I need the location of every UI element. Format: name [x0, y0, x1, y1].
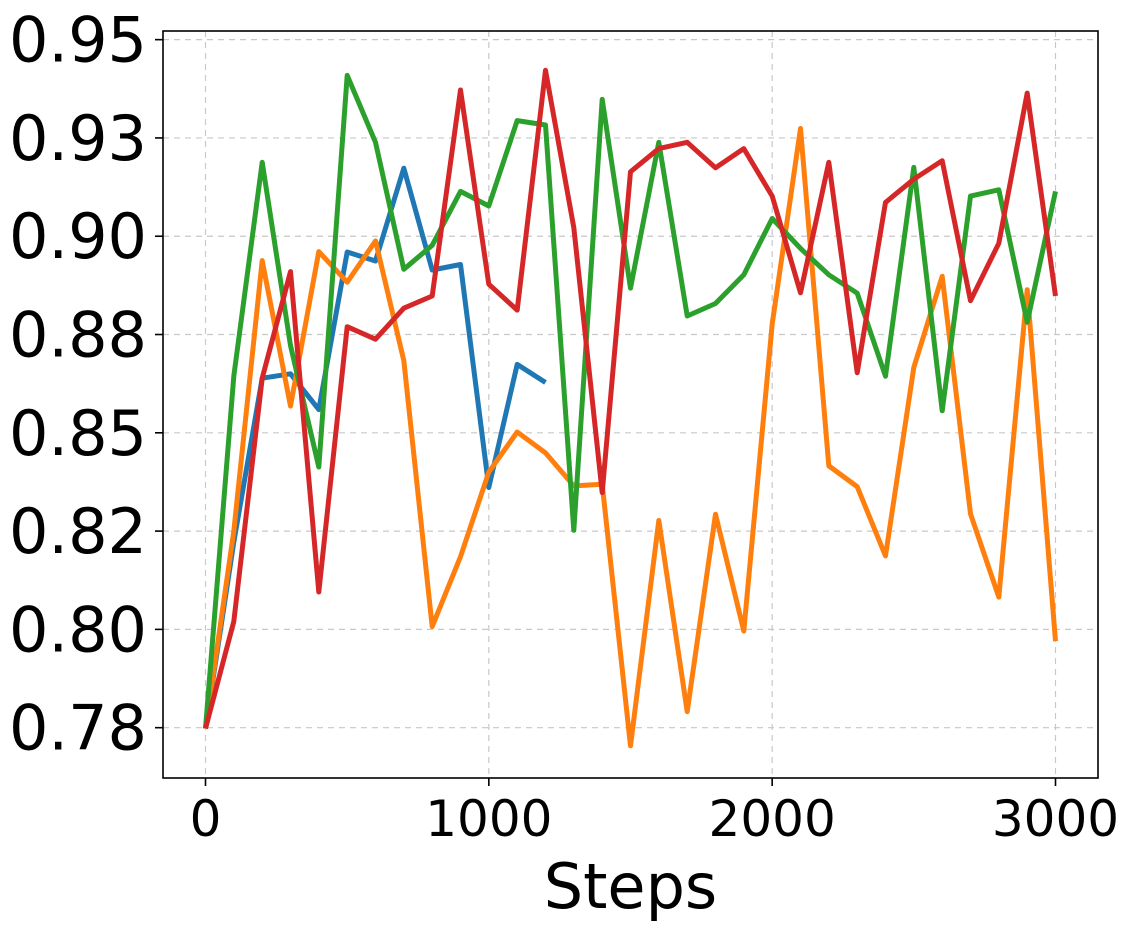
- grid-lines: [163, 31, 1098, 778]
- x-tick-label: 0: [190, 790, 222, 848]
- y-tick-label: 0.95: [9, 4, 147, 77]
- series-line-2: [203, 126, 1058, 749]
- x-tick-label: 2000: [709, 790, 836, 848]
- series-line-3: [203, 72, 1058, 729]
- y-tick-label: 0.78: [9, 692, 147, 765]
- y-tick-label: 0.82: [9, 495, 147, 568]
- series-line-4: [203, 67, 1058, 730]
- y-tick-label: 0.93: [9, 102, 147, 175]
- x-tick-label: 1000: [425, 790, 552, 848]
- axis-ticks: 0 1000 2000 3000 0.78 0.80 0.82 0.85 0.88 0.90 0.9…: [9, 4, 1119, 848]
- series-lines: [203, 67, 1058, 749]
- y-tick-label: 0.88: [9, 299, 147, 372]
- x-tick-label: 3000: [992, 790, 1119, 848]
- plot-frame: [162, 30, 1099, 779]
- x-axis-label: Steps: [544, 850, 717, 923]
- y-tick-label: 0.90: [9, 200, 147, 273]
- y-tick-label: 0.80: [9, 593, 147, 666]
- y-tick-label: 0.85: [9, 397, 147, 470]
